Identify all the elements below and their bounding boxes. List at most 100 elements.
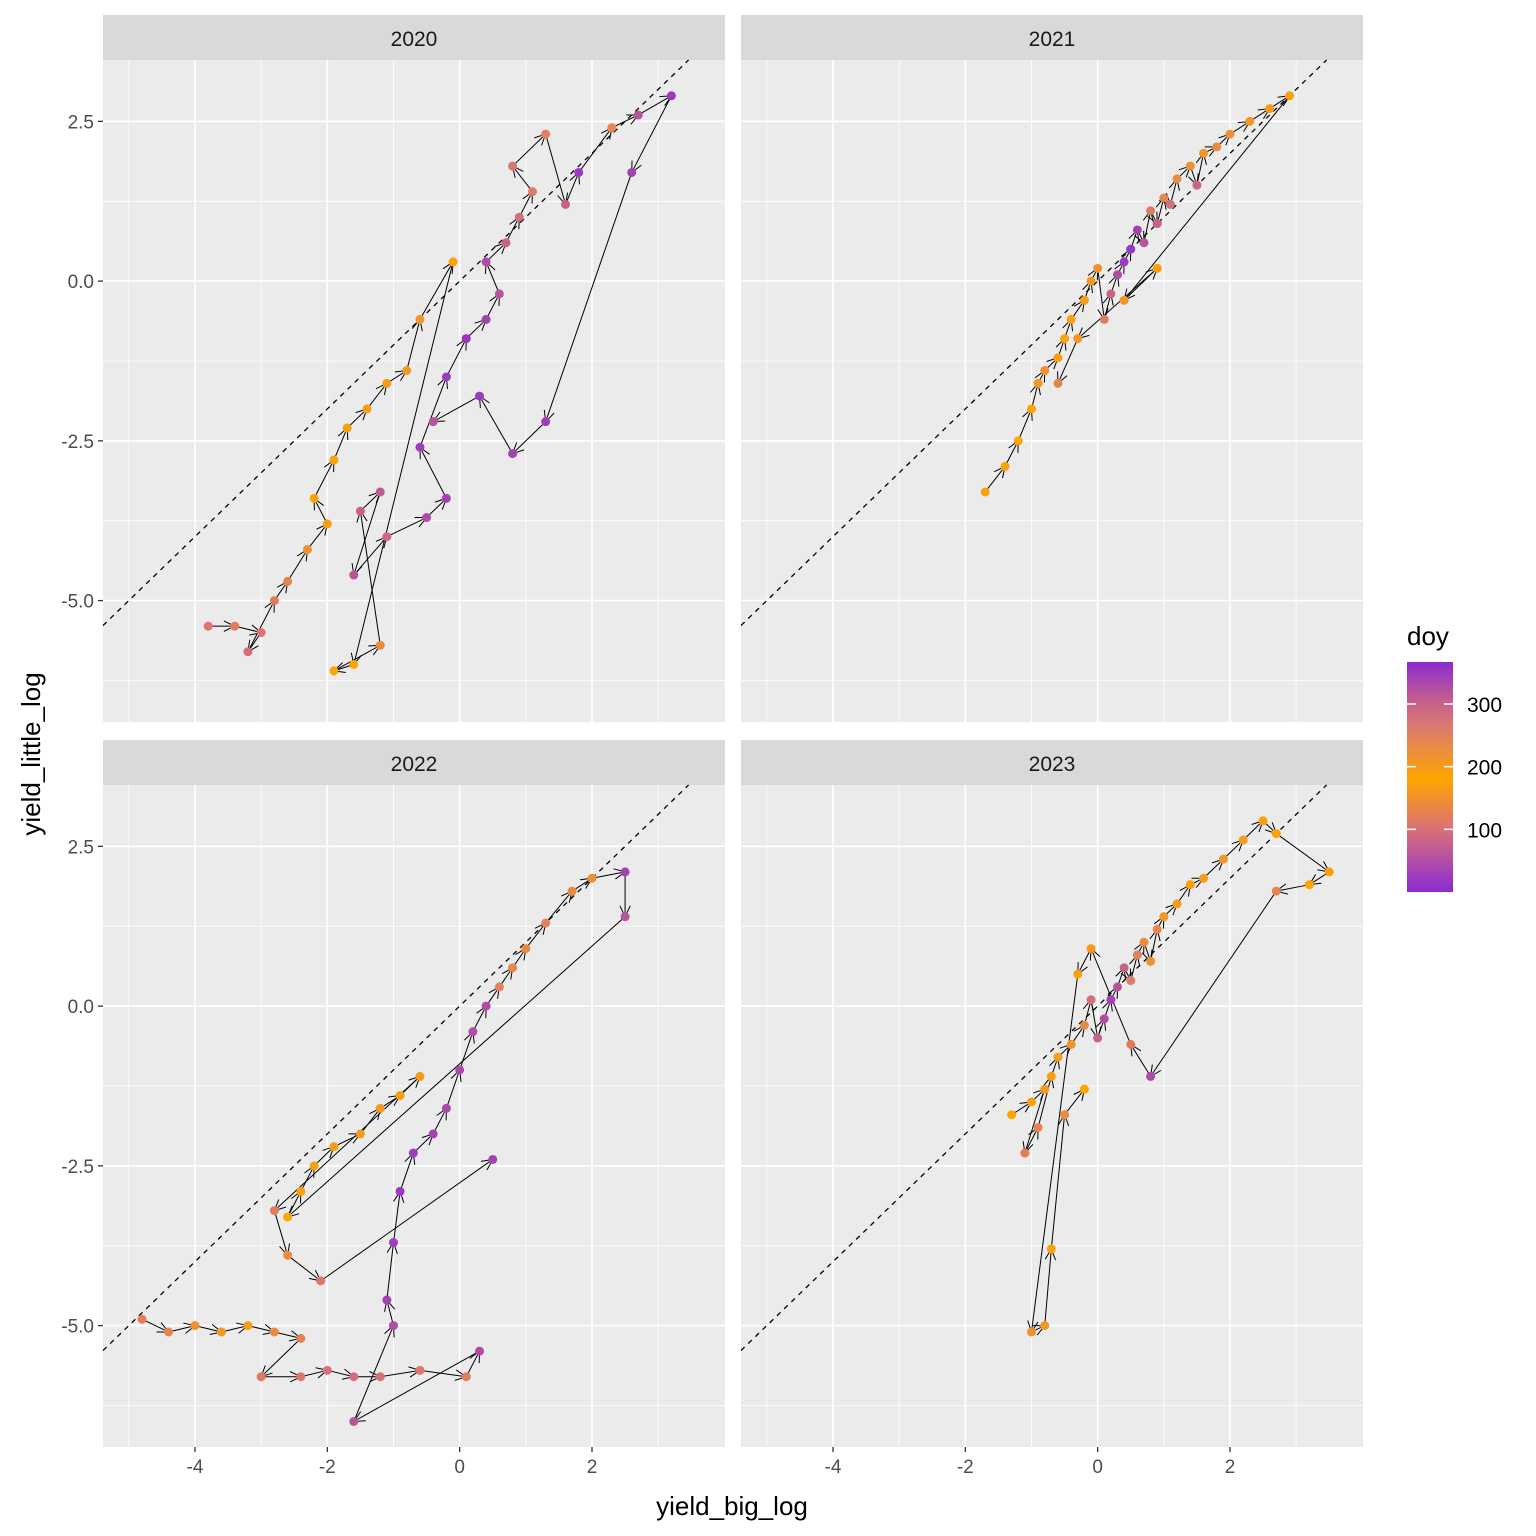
y-tick-label: 0.0 <box>68 272 94 293</box>
data-point <box>1060 1110 1070 1120</box>
trajectory-segment <box>445 1069 461 1109</box>
data-point <box>1073 969 1083 979</box>
data-point <box>441 1103 451 1113</box>
data-point <box>1265 104 1275 114</box>
data-point <box>428 417 438 427</box>
data-point <box>1152 924 1162 934</box>
trajectory-segment <box>168 1325 196 1333</box>
data-point <box>455 1065 465 1075</box>
data-point <box>1324 867 1334 877</box>
trajectory-segment <box>1024 1127 1039 1154</box>
trajectory-segment <box>274 1331 301 1339</box>
trajectory-segment <box>1097 268 1105 320</box>
data-point <box>1185 161 1195 171</box>
data-point <box>230 621 240 631</box>
y-tick-label: -5.0 <box>61 592 94 613</box>
data-point <box>1026 1327 1036 1337</box>
trajectory-segment <box>1044 1248 1052 1326</box>
facet-strip <box>741 740 1363 785</box>
data-point <box>388 1238 398 1248</box>
data-point <box>494 289 504 299</box>
data-point <box>1079 295 1089 305</box>
data-point <box>422 513 432 523</box>
data-point <box>1040 366 1050 376</box>
data-point <box>256 1372 266 1382</box>
trajectory-segment <box>399 1152 414 1192</box>
data-point <box>1046 1071 1056 1081</box>
y-tick-label: -5.0 <box>61 1317 94 1338</box>
data-point <box>382 378 392 388</box>
trajectory-segment <box>1123 95 1290 301</box>
trajectory-segment <box>1242 820 1264 841</box>
data-point <box>1046 1244 1056 1254</box>
trajectory-segment <box>327 1369 354 1378</box>
trajectory-segment <box>512 421 547 454</box>
data-point <box>349 1416 359 1426</box>
data-point <box>1152 219 1162 229</box>
data-point <box>1073 334 1083 344</box>
data-point <box>415 1071 425 1081</box>
trajectory-segment <box>459 1031 474 1071</box>
data-point <box>190 1321 200 1331</box>
data-point <box>1060 334 1070 344</box>
x-tick-label: -4 <box>187 1457 204 1478</box>
data-point <box>349 570 359 580</box>
y-tick-label: -2.5 <box>61 1157 94 1178</box>
data-point <box>633 110 643 120</box>
x-tick-label: -2 <box>319 1457 336 1478</box>
legend-colorbar <box>1407 662 1453 892</box>
data-point <box>461 334 471 344</box>
data-point <box>269 596 279 606</box>
facet-strip-label: 2021 <box>1029 28 1076 51</box>
trajectory-segment <box>392 1191 401 1243</box>
panel-background <box>741 60 1363 722</box>
data-point <box>1079 1084 1089 1094</box>
trajectory-segment <box>313 498 328 525</box>
y-tick-label: 2.5 <box>68 837 94 858</box>
data-point <box>1119 295 1129 305</box>
trajectory-segment <box>221 1325 249 1333</box>
trajectory-segment <box>545 133 567 205</box>
legend-title: doy <box>1407 621 1449 651</box>
legend-tick-label: 200 <box>1467 757 1502 780</box>
data-point <box>666 91 676 101</box>
trajectory-segment <box>419 447 447 499</box>
facet-strip-label: 2022 <box>391 753 438 776</box>
trajectory-segment <box>1017 408 1032 442</box>
data-point <box>1192 180 1202 190</box>
data-point <box>1126 976 1136 986</box>
trajectory-segment <box>386 517 427 538</box>
data-point <box>1132 225 1142 235</box>
data-point <box>1020 1148 1030 1158</box>
data-point <box>475 1346 485 1356</box>
data-point <box>441 372 451 382</box>
trajectory-segment <box>353 261 454 665</box>
data-point <box>1040 1321 1050 1331</box>
trajectory-segment <box>273 1210 289 1256</box>
data-point <box>1245 116 1255 126</box>
data-point <box>1013 436 1023 446</box>
trajectory-segment <box>353 1350 480 1422</box>
data-point <box>375 640 385 650</box>
data-point <box>1165 199 1175 209</box>
trajectory-segment <box>412 1133 434 1154</box>
data-point <box>1026 1097 1036 1107</box>
data-point <box>481 314 491 324</box>
trajectory-segment <box>419 1369 467 1378</box>
data-point <box>1258 816 1268 826</box>
trajectory-segment <box>287 549 308 582</box>
trajectory-segment <box>638 95 672 116</box>
data-point <box>1271 829 1281 839</box>
data-point <box>296 1372 306 1382</box>
data-point <box>322 1365 332 1375</box>
data-point <box>508 963 518 973</box>
data-point <box>587 873 597 883</box>
data-point <box>408 1148 418 1158</box>
data-point <box>494 982 504 992</box>
trajectory-segment <box>426 497 447 518</box>
x-tick-label: 2 <box>587 1457 598 1478</box>
data-point <box>1199 873 1209 883</box>
data-point <box>243 647 253 657</box>
trajectory-segment <box>419 376 447 448</box>
data-point <box>216 1327 226 1337</box>
